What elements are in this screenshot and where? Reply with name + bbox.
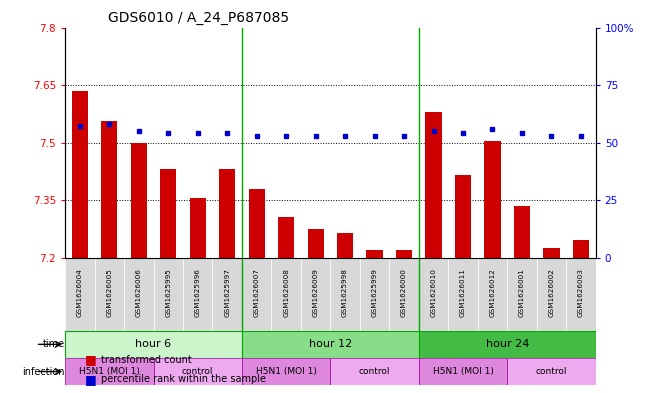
Bar [337, 233, 353, 257]
Bar [396, 250, 412, 257]
Bar [449, 257, 478, 331]
Bar [242, 257, 271, 331]
Bar [478, 257, 507, 331]
Bar [301, 257, 330, 331]
Text: H5N1 (MOI 1): H5N1 (MOI 1) [256, 367, 316, 376]
Bar [189, 198, 206, 257]
Bar [484, 141, 501, 257]
Text: ■: ■ [85, 353, 96, 366]
Text: GSM1626011: GSM1626011 [460, 268, 466, 318]
Text: control: control [182, 367, 214, 376]
Bar [101, 121, 117, 257]
Text: control: control [536, 367, 567, 376]
Bar [212, 257, 242, 331]
Text: GSM1626001: GSM1626001 [519, 268, 525, 318]
Bar [278, 217, 294, 257]
Text: GSM1626005: GSM1626005 [106, 268, 113, 318]
Bar [307, 229, 324, 257]
Bar [242, 331, 419, 358]
Bar [65, 331, 242, 358]
Bar [419, 358, 507, 385]
Text: GSM1625995: GSM1625995 [165, 268, 171, 318]
Bar [544, 248, 560, 257]
Bar [426, 112, 441, 257]
Text: H5N1 (MOI 1): H5N1 (MOI 1) [432, 367, 493, 376]
Bar [419, 257, 449, 331]
Text: GSM1625998: GSM1625998 [342, 268, 348, 318]
Text: GSM1626008: GSM1626008 [283, 268, 289, 318]
Bar [271, 257, 301, 331]
Text: GSM1626002: GSM1626002 [548, 268, 555, 318]
Bar [514, 206, 530, 257]
Bar [507, 358, 596, 385]
Text: hour 24: hour 24 [486, 340, 529, 349]
Text: GSM1626007: GSM1626007 [254, 268, 260, 318]
Text: hour 12: hour 12 [309, 340, 352, 349]
Text: time: time [43, 340, 65, 349]
Bar [536, 257, 566, 331]
Bar [573, 240, 589, 257]
Bar [65, 358, 154, 385]
Bar [154, 257, 183, 331]
Text: transformed count: transformed count [101, 354, 191, 365]
Text: H5N1 (MOI 1): H5N1 (MOI 1) [79, 367, 140, 376]
Bar [331, 257, 360, 331]
Bar [242, 358, 331, 385]
Text: GSM1625997: GSM1625997 [224, 268, 230, 318]
Text: GSM1626004: GSM1626004 [77, 268, 83, 318]
Bar [367, 250, 383, 257]
Bar [507, 257, 536, 331]
Bar [94, 257, 124, 331]
Bar [249, 189, 265, 257]
Text: GSM1626012: GSM1626012 [490, 268, 495, 318]
Text: GSM1625999: GSM1625999 [372, 268, 378, 318]
Text: infection: infection [23, 367, 65, 376]
Bar [124, 257, 154, 331]
Bar [419, 331, 596, 358]
Bar [154, 358, 242, 385]
Text: GSM1626006: GSM1626006 [136, 268, 142, 318]
Text: hour 6: hour 6 [135, 340, 172, 349]
Bar [389, 257, 419, 331]
Text: GSM1626010: GSM1626010 [430, 268, 437, 318]
Bar [183, 257, 212, 331]
Text: GSM1626009: GSM1626009 [312, 268, 318, 318]
Text: percentile rank within the sample: percentile rank within the sample [101, 374, 266, 384]
Text: GSM1625996: GSM1625996 [195, 268, 201, 318]
Text: GDS6010 / A_24_P687085: GDS6010 / A_24_P687085 [107, 11, 288, 25]
Text: control: control [359, 367, 391, 376]
Bar [331, 358, 419, 385]
Bar [72, 91, 88, 257]
Text: ■: ■ [85, 373, 96, 386]
Bar [131, 143, 147, 257]
Bar [455, 175, 471, 257]
Bar [160, 169, 176, 257]
Text: GSM1626000: GSM1626000 [401, 268, 407, 318]
Bar [219, 169, 235, 257]
Bar [360, 257, 389, 331]
Bar [566, 257, 596, 331]
Text: GSM1626003: GSM1626003 [578, 268, 584, 318]
Bar [65, 257, 94, 331]
